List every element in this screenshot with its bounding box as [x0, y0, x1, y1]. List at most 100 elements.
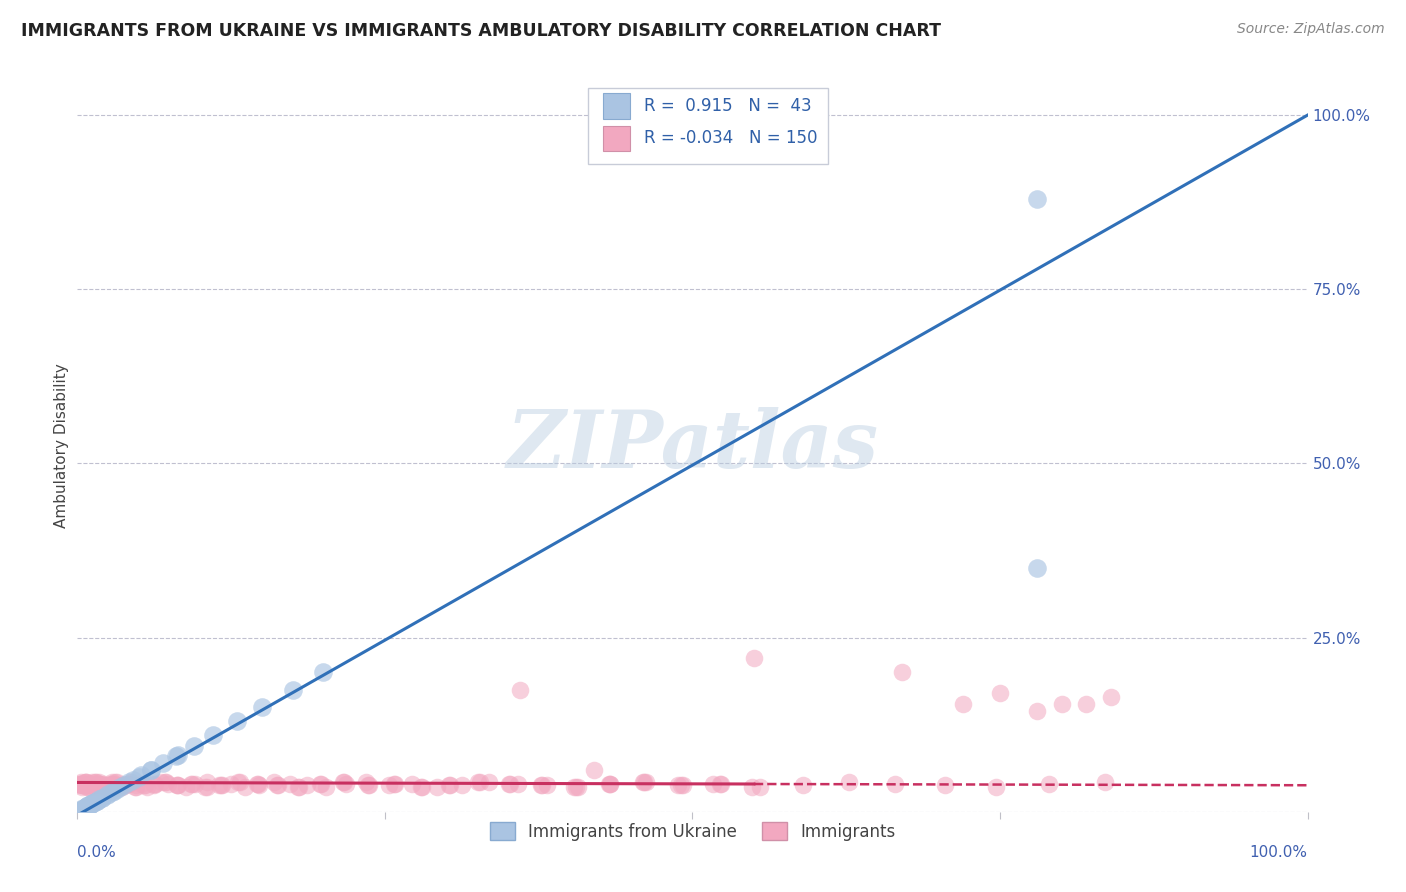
Point [104, 775, 127, 789]
Point [672, 778, 695, 792]
Point [117, 777, 139, 791]
Point [709, 777, 731, 791]
Point [333, 775, 356, 789]
Point [634, 775, 657, 789]
Point [599, 777, 621, 791]
Point [77, 778, 100, 792]
Point [84, 775, 107, 789]
Point [467, 775, 489, 789]
Point [77, 798, 100, 813]
Point [309, 777, 332, 791]
Text: R = -0.034   N = 150: R = -0.034 N = 150 [644, 129, 818, 147]
Point [107, 778, 129, 792]
Point [121, 773, 143, 788]
Point [228, 775, 252, 789]
Point [986, 780, 1008, 794]
Point [82, 778, 104, 792]
Point [209, 778, 232, 792]
Point [76, 799, 98, 814]
Point [838, 775, 860, 789]
Point [530, 778, 553, 792]
Point [90, 778, 114, 792]
Point [499, 777, 522, 791]
Point [79, 780, 101, 794]
Point [111, 778, 132, 792]
Point [70, 775, 93, 789]
Point [143, 777, 166, 791]
Point [382, 777, 405, 791]
Point [226, 714, 249, 728]
Point [671, 778, 693, 792]
Text: 100.0%: 100.0% [1250, 845, 1308, 860]
Point [201, 728, 224, 742]
Point [250, 700, 273, 714]
Text: Source: ZipAtlas.com: Source: ZipAtlas.com [1237, 22, 1385, 37]
Point [86, 794, 108, 808]
Point [125, 778, 148, 792]
Point [165, 749, 187, 764]
Point [70, 777, 93, 791]
Point [152, 756, 174, 770]
Point [401, 777, 423, 791]
Point [103, 784, 125, 798]
Point [742, 651, 765, 665]
Point [80, 777, 103, 791]
Point [356, 775, 378, 789]
Point [86, 778, 108, 792]
Point [988, 686, 1011, 700]
Point [1038, 777, 1060, 791]
Point [598, 777, 620, 791]
Point [129, 777, 153, 791]
Point [70, 802, 93, 816]
Point [157, 777, 180, 791]
Point [83, 777, 105, 791]
Point [180, 777, 202, 791]
Point [105, 782, 128, 797]
Point [93, 777, 115, 791]
Point [83, 795, 105, 809]
Point [1050, 697, 1073, 711]
Point [134, 778, 156, 792]
Point [155, 775, 177, 789]
Point [377, 778, 399, 792]
Point [70, 803, 93, 817]
Point [73, 800, 96, 814]
Point [128, 770, 150, 784]
Point [75, 800, 97, 814]
FancyBboxPatch shape [603, 94, 630, 119]
Point [94, 780, 117, 794]
Point [90, 790, 114, 805]
Point [70, 780, 93, 794]
Point [125, 780, 148, 794]
Point [96, 780, 118, 794]
Point [536, 778, 558, 792]
Point [91, 778, 114, 792]
Point [101, 775, 124, 789]
Point [166, 778, 188, 792]
Point [247, 777, 270, 791]
Point [124, 780, 146, 794]
Point [411, 780, 433, 794]
Point [633, 775, 655, 789]
Point [76, 777, 98, 791]
Point [150, 775, 173, 789]
Point [89, 792, 111, 806]
Text: ZIPatlas: ZIPatlas [506, 408, 879, 484]
Point [121, 775, 143, 789]
Point [111, 778, 134, 792]
Text: 0.0%: 0.0% [77, 845, 117, 860]
Point [437, 778, 460, 792]
Point [89, 775, 111, 789]
Point [451, 778, 474, 792]
Point [498, 777, 520, 791]
Point [98, 778, 121, 792]
Point [167, 747, 190, 762]
Point [167, 778, 190, 792]
Point [141, 763, 163, 777]
Point [934, 778, 956, 792]
Point [208, 778, 231, 792]
Point [211, 778, 233, 792]
Point [583, 763, 606, 777]
Point [72, 778, 94, 792]
Point [297, 778, 319, 792]
